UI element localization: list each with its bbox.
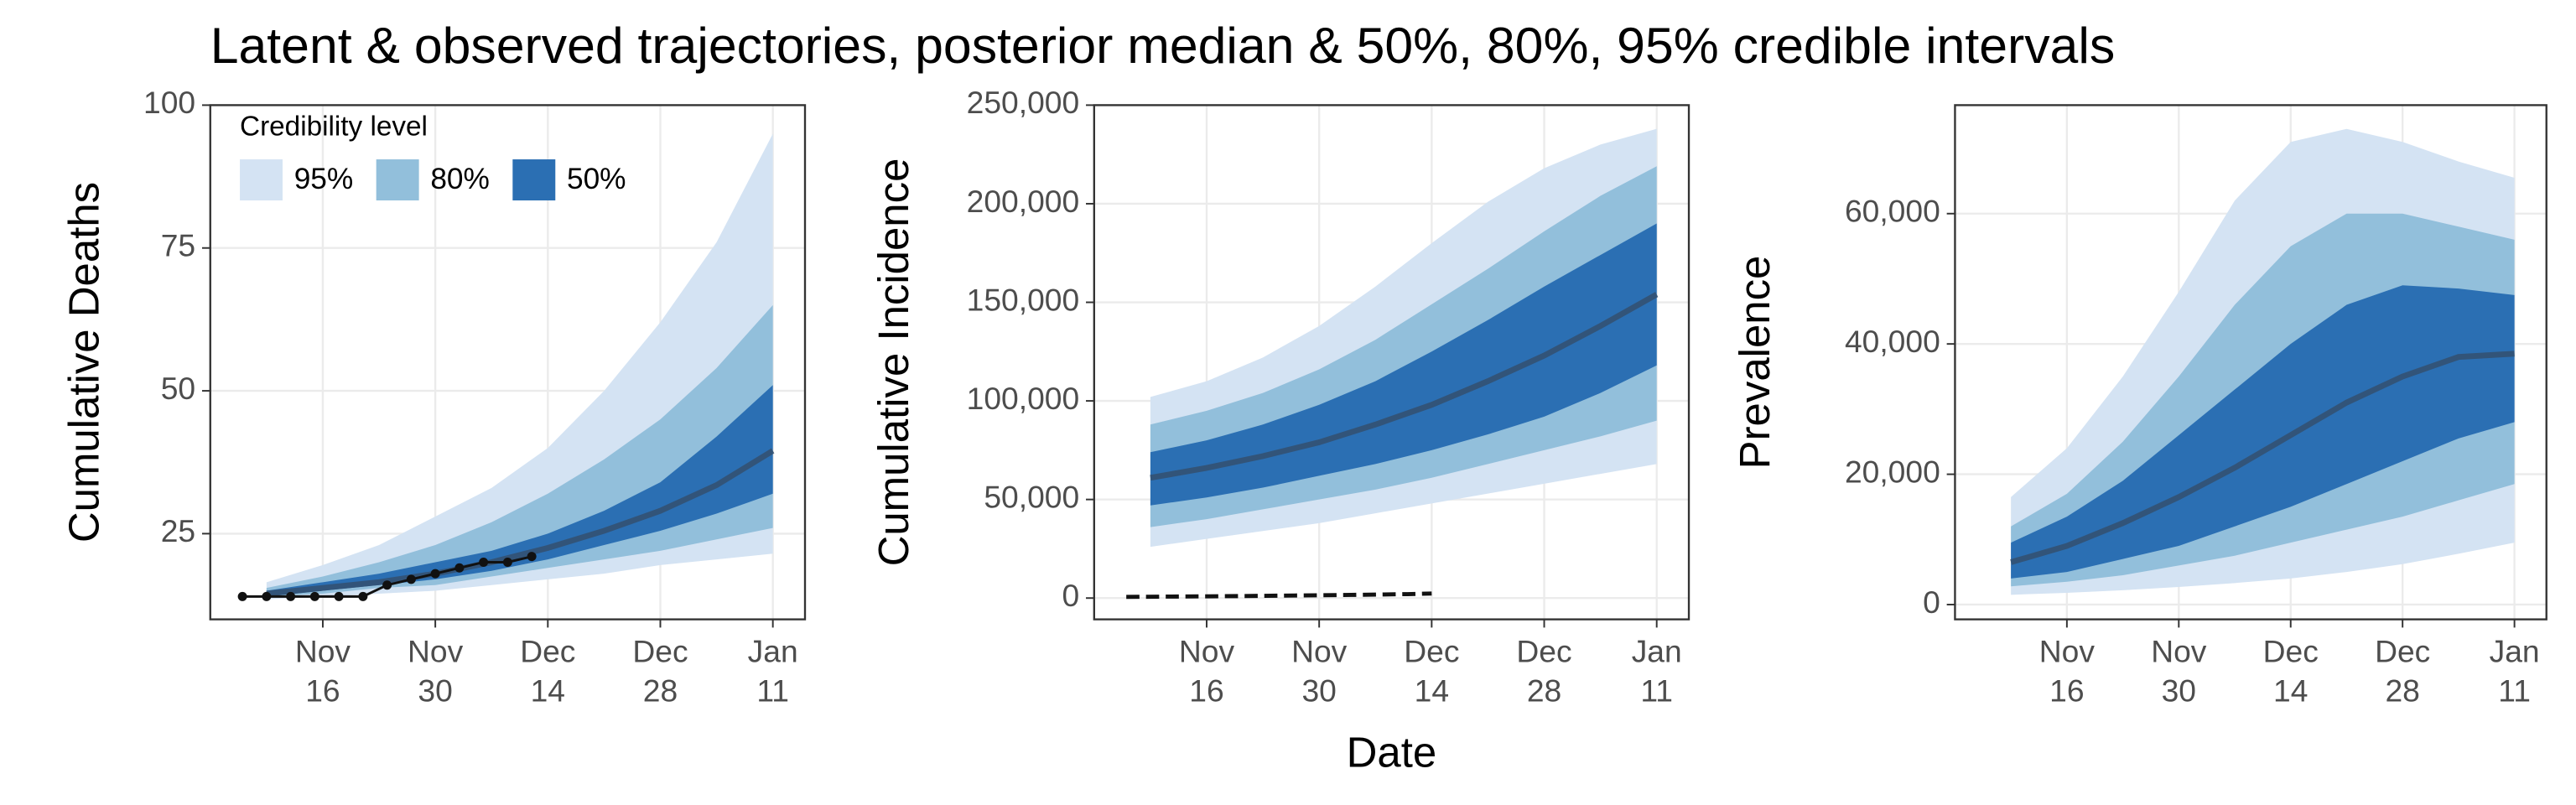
panel-border [1954, 104, 2547, 621]
y-tick-label: 100 [143, 85, 195, 120]
median-line [2010, 351, 2515, 565]
x-tick-label: Jan 11 [748, 634, 798, 709]
observed-point [502, 557, 512, 567]
y-axis-title: Prevalence [1731, 256, 1779, 470]
legend-key [376, 159, 419, 201]
observed-point [237, 591, 247, 601]
x-tick-label: Nov 16 [2039, 634, 2096, 709]
chart-title: Latent & observed trajectories, posterio… [210, 17, 2115, 74]
y-tick-label: 50,000 [984, 479, 1079, 514]
x-tick-label: Jan 11 [2490, 634, 2540, 709]
observed-point [334, 591, 344, 601]
observed-point [309, 591, 319, 601]
x-axis-title: Date [1347, 729, 1437, 776]
plot-area [237, 133, 775, 601]
y-tick-label: 60,000 [1845, 194, 1940, 229]
median-line [1150, 292, 1659, 481]
legend-label: 95% [294, 163, 354, 195]
y-tick-label: 250,000 [967, 85, 1080, 120]
y-tick-label: 40,000 [1845, 324, 1940, 359]
y-tick-label: 25 [161, 513, 195, 548]
x-tick-label: Dec 28 [632, 634, 688, 709]
x-tick-label: Nov 30 [1291, 634, 1348, 709]
x-tick-label: Dec 14 [1404, 634, 1459, 709]
y-tick-label: 50 [161, 371, 195, 406]
x-tick-label: Nov 16 [295, 634, 351, 709]
x-tick-label: Jan 11 [1632, 634, 1682, 709]
x-tick-label: Nov 30 [2151, 634, 2207, 709]
y-axis-title: Cumulative Deaths [60, 182, 107, 543]
y-axis-title: Cumulative Incidence [870, 158, 917, 567]
median-line [266, 448, 775, 597]
x-tick-label: Nov 30 [408, 634, 464, 709]
observed-point [527, 552, 537, 562]
x-tick-label: Nov 16 [1179, 634, 1235, 709]
observed-point [454, 563, 465, 573]
legend-label: 50% [567, 163, 626, 195]
y-tick-label: 75 [161, 228, 195, 263]
y-tick-label: 100,000 [967, 381, 1080, 416]
panel-border [209, 104, 807, 621]
observed-point [286, 591, 296, 601]
y-tick-label: 0 [1923, 584, 1940, 620]
observed-point [262, 591, 272, 601]
x-tick-label: Dec 14 [520, 634, 575, 709]
observed-point [479, 557, 489, 567]
plot-area [2010, 128, 2515, 595]
credible-band [2011, 285, 2515, 579]
y-tick-label: 150,000 [967, 282, 1080, 317]
legend-key [512, 159, 556, 201]
observed-point [382, 580, 392, 590]
x-tick-label: Dec 28 [2375, 634, 2430, 709]
observed-point [358, 591, 368, 601]
y-tick-label: 20,000 [1845, 454, 1940, 489]
x-tick-label: Dec 14 [2263, 634, 2319, 709]
legend-label: 80% [430, 163, 490, 195]
observed-point [430, 569, 440, 579]
observed-line [1126, 591, 1432, 600]
panel-border [1093, 104, 1690, 621]
y-tick-label: 200,000 [967, 184, 1080, 219]
y-tick-label: 0 [1062, 578, 1079, 613]
x-tick-label: Dec 28 [1516, 634, 1571, 709]
legend-key [240, 159, 283, 201]
legend-title: Credibility level [240, 112, 428, 143]
credible-band [1150, 223, 1657, 506]
plot-area [1126, 128, 1659, 600]
observed-point [406, 574, 416, 584]
